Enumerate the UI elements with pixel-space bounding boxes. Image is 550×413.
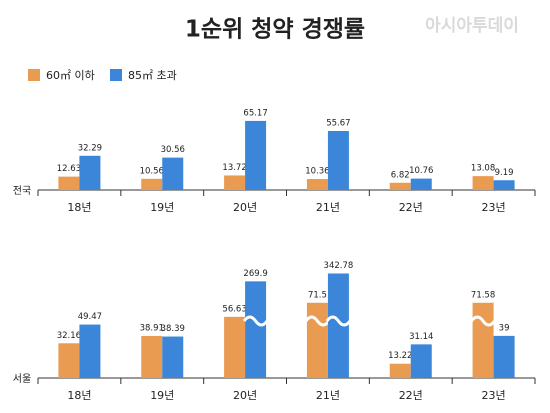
value-label: 39 xyxy=(499,323,510,333)
value-label: 13.72 xyxy=(222,163,246,173)
value-label: 32.16 xyxy=(57,331,81,341)
value-label: 13.22 xyxy=(388,351,412,361)
bar xyxy=(472,302,494,378)
value-label: 10.56 xyxy=(140,166,164,176)
bar xyxy=(224,316,246,378)
value-label: 71.58 xyxy=(471,290,495,300)
value-label: 10.36 xyxy=(305,167,329,177)
panel-label: 전국 xyxy=(13,185,31,197)
value-label: 49.47 xyxy=(78,312,102,322)
axis-break xyxy=(325,315,352,327)
bar xyxy=(472,176,494,190)
legend-swatch xyxy=(110,69,122,81)
value-label: 31.14 xyxy=(409,332,433,342)
x-tick-label: 19년 xyxy=(150,389,174,402)
bar xyxy=(410,344,432,378)
legend-label: 60㎡ 이하 xyxy=(46,68,95,82)
bar xyxy=(389,363,411,378)
chart-title: 1순위 청약 경쟁률 xyxy=(185,17,365,43)
bar xyxy=(306,302,328,378)
value-label: 269.9 xyxy=(243,269,267,279)
bar xyxy=(327,130,349,190)
bar xyxy=(58,176,80,190)
bar xyxy=(410,178,432,190)
value-label: 55.67 xyxy=(326,118,350,128)
value-label: 71.5 xyxy=(308,290,327,300)
x-tick-label: 18년 xyxy=(67,389,91,402)
x-tick-label: 18년 xyxy=(67,201,91,214)
bar xyxy=(245,281,267,378)
value-label: 65.17 xyxy=(243,108,267,118)
bar xyxy=(493,180,515,190)
legend-label: 85㎡ 초과 xyxy=(128,69,177,82)
legend-swatch xyxy=(28,69,40,81)
x-tick-label: 23년 xyxy=(482,389,506,402)
x-tick-label: 21년 xyxy=(316,201,340,214)
bar xyxy=(327,273,349,378)
watermark: 아시아투데이 xyxy=(425,16,519,36)
x-tick-label: 20년 xyxy=(233,201,257,214)
x-tick-label: 22년 xyxy=(399,201,423,214)
x-tick-label: 23년 xyxy=(482,201,506,214)
bar xyxy=(141,335,163,378)
x-tick-label: 19년 xyxy=(150,201,174,214)
value-label: 342.78 xyxy=(324,261,354,271)
value-label: 10.76 xyxy=(409,166,433,176)
x-tick-label: 21년 xyxy=(316,389,340,402)
value-label: 6.82 xyxy=(391,170,410,180)
x-tick-label: 22년 xyxy=(399,389,423,402)
bar xyxy=(162,336,184,378)
value-label: 56.63 xyxy=(222,304,246,314)
axis-break xyxy=(242,315,269,327)
bar xyxy=(141,178,163,190)
value-label: 30.56 xyxy=(161,145,185,155)
panel-label: 서울 xyxy=(13,373,31,385)
value-label: 38.91 xyxy=(140,323,164,333)
axis-break xyxy=(304,315,331,327)
bar xyxy=(306,179,328,190)
bar xyxy=(162,157,184,190)
value-label: 9.19 xyxy=(495,168,514,178)
bar xyxy=(79,155,101,190)
bar xyxy=(493,335,515,378)
value-label: 12.63 xyxy=(57,164,81,174)
bar xyxy=(79,324,101,378)
value-label: 38.39 xyxy=(161,324,185,334)
bar xyxy=(389,182,411,190)
x-tick-label: 20년 xyxy=(233,389,257,402)
bar xyxy=(245,120,267,190)
value-label: 32.29 xyxy=(78,143,102,153)
bar xyxy=(224,175,246,190)
axis-break xyxy=(470,315,496,327)
bar xyxy=(58,343,80,378)
value-label: 13.08 xyxy=(471,164,495,174)
